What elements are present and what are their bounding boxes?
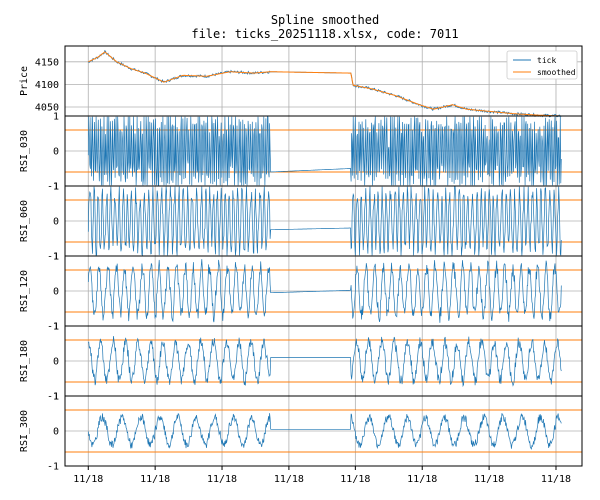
x-tick-label: 11/18 bbox=[140, 474, 170, 485]
y-tick-label: 1 bbox=[53, 182, 59, 193]
panel-5: -1 0 1 RSI_300 bbox=[19, 392, 583, 473]
y-tick-label: 1 bbox=[53, 392, 59, 403]
panel-border bbox=[64, 395, 583, 467]
legend: tick smoothed bbox=[506, 50, 578, 80]
series-line-rsi bbox=[88, 336, 562, 388]
y-tick-label: 1 bbox=[53, 112, 59, 123]
y-tick-label: -1 bbox=[47, 182, 59, 193]
y-axis-label: RSI_030 bbox=[19, 130, 30, 172]
y-tick-label: -1 bbox=[47, 252, 59, 263]
series-line-rsi bbox=[87, 259, 562, 323]
panel-4: -1 0 1 RSI_180 bbox=[19, 322, 583, 403]
y-tick-label: 1 bbox=[53, 252, 59, 263]
x-tick-label: 11/18 bbox=[541, 474, 571, 485]
panel-border bbox=[64, 45, 583, 117]
chart-subtitle: file: ticks_20251118.xlsx, code: 7011 bbox=[191, 27, 458, 41]
x-tick-label: 11/18 bbox=[274, 474, 304, 485]
series-line-smoothed bbox=[88, 51, 562, 117]
y-tick-label: 4050 bbox=[35, 102, 59, 113]
y-tick-label: 4100 bbox=[35, 80, 59, 91]
series-line-rsi bbox=[87, 186, 562, 257]
panel-0: 4050 4100 4150 Price tick smoothed bbox=[19, 45, 583, 118]
chart-title: Spline smoothed bbox=[271, 13, 379, 27]
y-tick-label: -1 bbox=[47, 322, 59, 333]
y-axis-label: RSI_060 bbox=[19, 200, 30, 242]
series-line-rsi bbox=[87, 116, 562, 187]
y-tick-label: 0 bbox=[53, 427, 59, 438]
x-tick-label: 11/18 bbox=[474, 474, 504, 485]
legend-label-smoothed: smoothed bbox=[537, 68, 576, 77]
x-tick-label: 11/18 bbox=[73, 474, 103, 485]
panel-1: -1 0 1 RSI_030 bbox=[19, 112, 583, 193]
panel-2: -1 0 1 RSI_060 bbox=[19, 182, 583, 263]
y-axis-label: Price bbox=[19, 66, 30, 96]
y-tick-label: 0 bbox=[53, 217, 59, 228]
y-tick-label: 1 bbox=[53, 322, 59, 333]
legend-label-tick: tick bbox=[537, 56, 556, 65]
series-line-rsi bbox=[87, 413, 562, 450]
x-tick-label: 11/18 bbox=[340, 474, 370, 485]
y-axis-label: RSI_180 bbox=[19, 340, 30, 382]
y-axis-label: RSI_300 bbox=[19, 410, 30, 452]
x-tick-label: 11/18 bbox=[207, 474, 237, 485]
panels-group: 4050 4100 4150 Price tick smoothed -1 0 1 RSI_030… bbox=[19, 45, 583, 485]
y-axis-label: RSI_120 bbox=[19, 270, 30, 312]
y-tick-label: 0 bbox=[53, 357, 59, 368]
panel-3: -1 0 1 RSI_120 bbox=[19, 252, 583, 333]
y-tick-label: -1 bbox=[47, 462, 59, 473]
y-tick-label: 0 bbox=[53, 147, 59, 158]
y-tick-label: 4150 bbox=[35, 57, 59, 68]
y-tick-label: 0 bbox=[53, 287, 59, 298]
x-tick-label: 11/18 bbox=[407, 474, 437, 485]
y-tick-label: -1 bbox=[47, 392, 59, 403]
